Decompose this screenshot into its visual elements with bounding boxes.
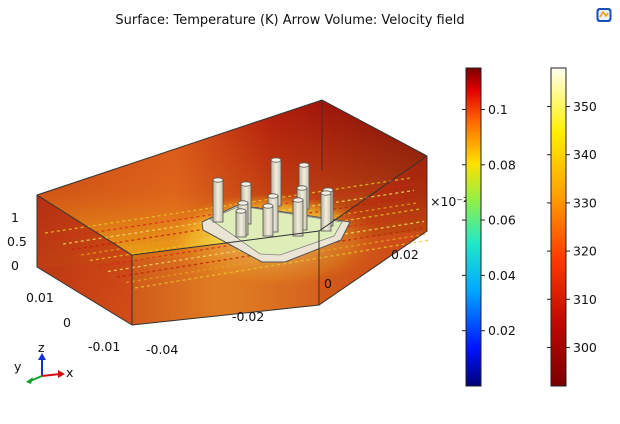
x-tick: 0 xyxy=(324,276,332,291)
z-tick: 1 xyxy=(11,210,19,225)
x-tick: 0.02 xyxy=(391,247,419,262)
colorbar-tick-label: 0.02 xyxy=(488,323,516,338)
velocity-arrow-row xyxy=(89,208,421,262)
heat-sink-pin xyxy=(262,203,274,237)
x-tick: -0.04 xyxy=(146,342,178,357)
y-tick: -0.01 xyxy=(88,339,120,354)
x-axis-ticks: -0.04 -0.02 0 0.02 xyxy=(146,247,419,357)
velocity-arrow-row xyxy=(62,189,415,245)
colorbar-tick-label: 330 xyxy=(573,195,597,210)
velocity-arrow-row xyxy=(134,239,431,289)
temperature-colorbar: 350 340 330 320 310 300 xyxy=(547,67,597,387)
z-tick: 0 xyxy=(11,258,19,273)
colorbar-tick-label: 350 xyxy=(573,99,597,114)
y-tick: 0.01 xyxy=(26,290,54,305)
box-edges xyxy=(36,99,428,326)
colorbar-tick-label: 340 xyxy=(573,147,597,162)
triad-x-label: x xyxy=(66,365,73,380)
comsol-logo-icon[interactable] xyxy=(596,7,612,23)
colorbar-tick-label: 0.04 xyxy=(488,268,516,283)
velocity-colorbar: 0.1 0.08 0.06 0.04 0.02 xyxy=(462,67,516,387)
x-tick: -0.02 xyxy=(232,309,264,324)
axis-triad: z x y xyxy=(14,340,73,384)
triad-z-label: z xyxy=(38,340,45,355)
z-axis-ticks: 1 0.5 0 ×10⁻² xyxy=(7,194,468,273)
heat-sink-pin xyxy=(320,190,332,232)
heat-sink-pin xyxy=(270,157,282,207)
colorbar-tick-label: 310 xyxy=(573,292,597,307)
velocity-arrow-row xyxy=(44,177,411,234)
heat-sink-pins xyxy=(212,157,334,238)
y-tick: 0 xyxy=(63,315,71,330)
colorbar-tick-label: 320 xyxy=(573,244,597,259)
y-axis-ticks: 0.01 0 -0.01 xyxy=(26,290,120,354)
colorbar-tick-label: 0.1 xyxy=(488,102,508,117)
heat-sink-pin xyxy=(292,197,304,237)
z-tick: 0.5 xyxy=(7,234,27,249)
colorbar-tick-label: 0.06 xyxy=(488,213,516,228)
heat-sink-pin xyxy=(212,177,224,223)
heat-sink-pin xyxy=(235,208,247,238)
colorbar-tick-label: 0.08 xyxy=(488,157,516,172)
velocity-arrow-row xyxy=(107,220,425,273)
heat-sink xyxy=(201,157,351,263)
box-left-face xyxy=(37,195,132,325)
colorbar-tick-label: 300 xyxy=(573,340,597,355)
z-multiplier: ×10⁻² xyxy=(430,194,468,209)
box-right-face xyxy=(319,156,427,305)
triad-y-label: y xyxy=(14,359,22,374)
plot-title: Surface: Temperature (K) Arrow Volume: V… xyxy=(115,13,465,28)
